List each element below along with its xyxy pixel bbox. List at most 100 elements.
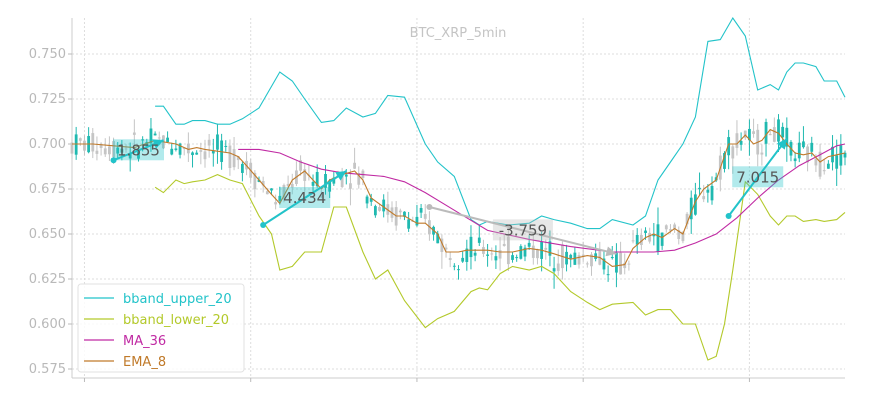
candle-body [344,174,348,177]
candle-body [191,152,194,156]
candle-body [328,180,332,192]
candle-body [494,256,498,261]
candle-body [652,234,656,237]
candle-body [731,146,735,159]
candle-body [477,237,481,243]
candle-body [519,246,523,259]
candle-body [91,133,95,152]
candle-body [415,216,419,226]
legend-label: EMA_8 [123,355,166,370]
trade-label-box [732,166,784,188]
candle-body [303,169,307,181]
trade-label: -3.759 [499,221,547,239]
candle-body [689,197,693,220]
legend-box [77,283,245,373]
y-tick-label: 0.750 [29,47,66,62]
candle-body [806,146,809,163]
candle-body [839,145,843,166]
candle-body [677,230,681,239]
candle-body [764,121,768,144]
candle-body [182,147,186,150]
candle-body [112,141,115,158]
candle-body [211,150,215,154]
candle-body [536,249,539,259]
candle-body [141,139,145,141]
candle-body [257,179,261,182]
candle-body [835,155,839,169]
candle-body [735,133,739,148]
candle-body [436,233,440,244]
candle-body [153,133,157,136]
candle-body [581,254,585,256]
x-axis-ticks [83,378,750,382]
candle-body [502,243,506,246]
candle-body [99,143,103,149]
candle-body [727,137,731,156]
candle-body [224,145,228,147]
candle-body [523,247,527,257]
candle-body [457,269,460,271]
candle-body [70,142,74,154]
candle-body [290,183,294,188]
candle-body [261,181,265,186]
candle-body [423,213,427,219]
candle-body [353,162,357,169]
candle-body [120,148,124,153]
candle-body [282,185,286,199]
candle-body [577,255,581,265]
y-tick-label: 0.575 [29,362,66,377]
candle-body [511,255,514,260]
trade-label-box [112,139,164,161]
trade-entry-dot [426,204,433,210]
candlesticks [70,114,847,289]
candle-body [544,247,548,250]
candle-body [315,171,319,187]
candle-body [473,252,477,256]
candle-body [644,230,647,233]
candle-body [199,150,203,152]
candle-body [602,258,606,270]
legend-label: bband_upper_20 [123,292,232,307]
chart-title: BTC_XRP_5min [410,26,507,41]
candle-body [278,195,282,201]
indicator-lines [72,16,846,361]
candle-body [349,183,352,189]
candle-body [357,173,361,185]
candle-body [818,151,822,177]
candle-body [826,163,830,169]
candle-body [635,234,639,245]
candle-body [768,134,772,136]
candle-body [810,142,814,152]
series-line-ema-8 [72,128,846,267]
candle-body [623,262,627,269]
candle-body [739,140,743,145]
candle-body [486,254,489,256]
y-tick-label: 0.725 [29,92,66,107]
candle-body [660,232,664,246]
candle-body [615,252,618,273]
y-tick-label: 0.650 [29,227,66,242]
candle-body [706,189,710,193]
trade-arrow-line [429,206,617,255]
trade-label: 1.855 [117,141,160,159]
candle-body [78,138,82,141]
candle-body [103,148,107,155]
candle-body [702,196,706,200]
candle-body [685,213,689,225]
candle-body [319,194,323,198]
trade-label-box [279,187,331,208]
candle-body [831,146,834,163]
candle-body [752,131,755,134]
axes [71,18,845,379]
candle-body [748,128,751,141]
trade-label-box [492,219,553,241]
candle-body [207,139,211,146]
candle-body [548,241,552,256]
candle-body [128,154,132,159]
candle-body [220,140,224,162]
trade-arrow-head [152,139,164,149]
candle-body [311,181,315,186]
candle-body [797,142,801,159]
candle-body [440,238,444,252]
candle-body [132,132,136,135]
